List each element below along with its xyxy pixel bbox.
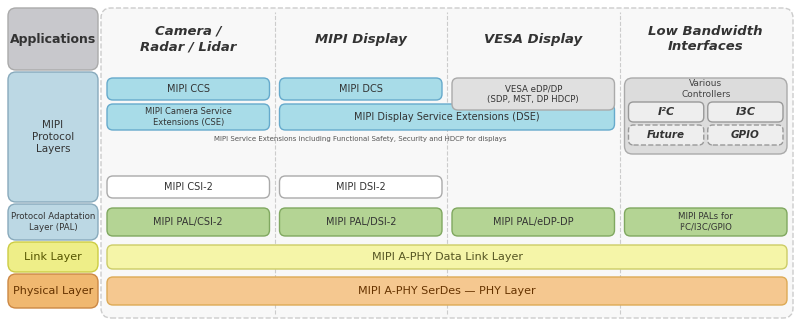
Text: Link Layer: Link Layer <box>24 252 82 262</box>
Text: MIPI Display: MIPI Display <box>315 33 406 46</box>
Text: Applications: Applications <box>10 33 96 46</box>
Text: MIPI PAL/CSI-2: MIPI PAL/CSI-2 <box>154 217 223 227</box>
FancyBboxPatch shape <box>625 208 787 236</box>
FancyBboxPatch shape <box>8 274 98 308</box>
Text: MIPI DSI-2: MIPI DSI-2 <box>336 182 386 192</box>
Text: MIPI CSI-2: MIPI CSI-2 <box>164 182 213 192</box>
FancyBboxPatch shape <box>107 245 787 269</box>
Text: VESA eDP/DP
(SDP, MST, DP HDCP): VESA eDP/DP (SDP, MST, DP HDCP) <box>487 84 579 104</box>
FancyBboxPatch shape <box>279 78 442 100</box>
FancyBboxPatch shape <box>107 78 270 100</box>
Text: Camera /
Radar / Lidar: Camera / Radar / Lidar <box>140 25 237 53</box>
FancyBboxPatch shape <box>8 72 98 202</box>
FancyBboxPatch shape <box>107 176 270 198</box>
Text: I3C: I3C <box>735 107 755 117</box>
FancyBboxPatch shape <box>708 125 783 145</box>
Text: Future: Future <box>647 130 685 140</box>
FancyBboxPatch shape <box>708 102 783 122</box>
Text: MIPI A-PHY SerDes — PHY Layer: MIPI A-PHY SerDes — PHY Layer <box>358 286 536 296</box>
Text: MIPI PALs for
I²C/I3C/GPIO: MIPI PALs for I²C/I3C/GPIO <box>678 212 733 232</box>
FancyBboxPatch shape <box>279 176 442 198</box>
Text: VESA Display: VESA Display <box>484 33 582 46</box>
Text: MIPI PAL/DSI-2: MIPI PAL/DSI-2 <box>326 217 396 227</box>
Text: MIPI A-PHY Data Link Layer: MIPI A-PHY Data Link Layer <box>371 252 522 262</box>
Text: MIPI CCS: MIPI CCS <box>166 84 210 94</box>
FancyBboxPatch shape <box>8 242 98 272</box>
Text: MIPI Display Service Extensions (DSE): MIPI Display Service Extensions (DSE) <box>354 112 540 122</box>
Text: MIPI Service Extensions including Functional Safety, Security and HDCP for displ: MIPI Service Extensions including Functi… <box>214 136 507 142</box>
FancyBboxPatch shape <box>625 78 787 154</box>
FancyBboxPatch shape <box>107 208 270 236</box>
FancyBboxPatch shape <box>107 104 270 130</box>
FancyBboxPatch shape <box>452 208 614 236</box>
Text: Protocol Adaptation
Layer (PAL): Protocol Adaptation Layer (PAL) <box>11 212 95 232</box>
FancyBboxPatch shape <box>279 208 442 236</box>
FancyBboxPatch shape <box>101 8 793 318</box>
Text: MIPI DCS: MIPI DCS <box>339 84 382 94</box>
Text: MIPI PAL/eDP-DP: MIPI PAL/eDP-DP <box>493 217 574 227</box>
FancyBboxPatch shape <box>629 102 704 122</box>
Text: Low Bandwidth
Interfaces: Low Bandwidth Interfaces <box>649 25 763 53</box>
FancyBboxPatch shape <box>452 78 614 110</box>
Text: MIPI Camera Service
Extensions (CSE): MIPI Camera Service Extensions (CSE) <box>145 107 232 127</box>
Text: MIPI
Protocol
Layers: MIPI Protocol Layers <box>32 120 74 154</box>
Text: Physical Layer: Physical Layer <box>13 286 93 296</box>
FancyBboxPatch shape <box>279 104 614 130</box>
FancyBboxPatch shape <box>107 277 787 305</box>
FancyBboxPatch shape <box>8 8 98 70</box>
FancyBboxPatch shape <box>8 204 98 240</box>
Text: I²C: I²C <box>658 107 674 117</box>
Text: GPIO: GPIO <box>731 130 760 140</box>
Text: Various
Controllers: Various Controllers <box>681 79 730 99</box>
FancyBboxPatch shape <box>629 125 704 145</box>
